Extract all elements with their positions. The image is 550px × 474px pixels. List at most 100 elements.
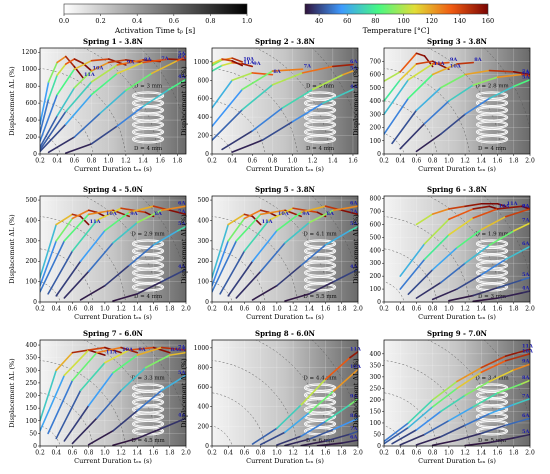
series-label: 4A: [178, 74, 185, 80]
y-tick-label: 1000: [194, 345, 209, 352]
y-tick-label: 1200: [22, 49, 37, 56]
temperature-colorbar-tick-label: 140: [454, 17, 466, 25]
series-6A: [316, 439, 358, 446]
series-segment: [464, 97, 491, 116]
series-segment: [431, 61, 450, 65]
activation-contour-line: [212, 248, 266, 302]
panel-title: Spring 9 - 7.0N: [427, 329, 488, 338]
y-axis-label: Displacement ΔL (%): [8, 66, 16, 136]
series-label: 10A: [122, 347, 133, 353]
series-label: 9A: [138, 347, 145, 353]
plot-frame: [383, 195, 531, 303]
series-segment: [324, 403, 351, 423]
x-tick-label: 1.8: [509, 306, 519, 313]
x-tick-label: 1.6: [321, 450, 331, 457]
series-segment: [415, 86, 442, 112]
y-tick-label: 400: [198, 404, 210, 411]
y-tick-label: 0: [33, 443, 37, 450]
series-segment: [40, 240, 66, 293]
series-label: 11A: [262, 219, 273, 225]
series-segment: [464, 412, 491, 427]
spring-coil-outline: [476, 135, 508, 143]
series-segment: [63, 349, 90, 377]
series-group: [40, 346, 186, 446]
x-tick-label: 0.8: [84, 306, 94, 313]
series-8A: [407, 208, 530, 296]
y-tick-label: 150: [370, 408, 382, 415]
x-tick-label: 1.0: [444, 450, 454, 457]
series-label: 7A: [522, 69, 529, 75]
spring-icon: D = 2.9 mm D = 4 mm: [131, 232, 165, 300]
series-segment: [439, 394, 466, 413]
series-segment: [235, 270, 262, 299]
y-tick-label: 0: [205, 443, 209, 450]
x-tick-label: 0.4: [227, 158, 237, 165]
y-tick-label: 800: [370, 196, 382, 203]
series-label: 6A: [522, 70, 529, 76]
series-label: 10A: [522, 348, 533, 354]
activation-colorbar-tick-label: 0.8: [205, 17, 215, 25]
plot-frame: [39, 47, 187, 155]
activation-contour-line: [139, 196, 186, 278]
series-segment: [512, 222, 530, 232]
x-tick-label: 1.0: [100, 306, 110, 313]
activation-contour-line: [384, 392, 438, 446]
series-label: 10A: [278, 211, 289, 217]
series-segment: [391, 429, 418, 445]
series-6A: [431, 245, 530, 301]
series-segment: [332, 205, 358, 212]
series-segment: [71, 213, 82, 218]
series-label: 10A: [350, 364, 361, 370]
series-11A: [415, 202, 507, 226]
series-segment: [340, 209, 358, 216]
series-5A: [251, 225, 358, 301]
diameter-top-label: D = 4.1 mm: [303, 232, 337, 238]
series-segment: [472, 392, 499, 408]
diameter-top-label: D = 1.9 mm: [475, 232, 509, 238]
activation-contour-line: [40, 100, 94, 154]
x-tick-label: 1.2: [288, 450, 298, 457]
series-label: 5A: [178, 51, 185, 57]
series-7A: [300, 430, 358, 446]
series-segment: [136, 389, 163, 412]
panel-title: Spring 4 - 5.0N: [83, 185, 144, 194]
series-segment: [439, 262, 466, 284]
series-segment: [431, 380, 458, 401]
series-segment: [384, 79, 410, 116]
temperature-colorbar-tick-label: 160: [482, 17, 494, 25]
x-axis-label: Current Duration tₒₙ (s): [74, 457, 152, 465]
series-segment: [423, 233, 450, 261]
series-group: [40, 55, 186, 154]
series-segment: [456, 274, 483, 290]
series-segment: [407, 73, 434, 100]
series-segment: [71, 349, 90, 354]
series-5A: [221, 70, 354, 151]
series-label: 9A: [522, 359, 529, 365]
series-segment: [87, 372, 114, 407]
y-tick-label: 600: [198, 96, 210, 103]
activation-contour-line: [483, 340, 530, 422]
activation-contour-line: [311, 196, 358, 278]
spring-icon: D = 4.4 mm D = 6 mm: [303, 376, 337, 444]
series-7A: [227, 205, 358, 297]
y-tick-label: 200: [26, 393, 38, 400]
y-tick-label: 400: [26, 217, 38, 224]
y-tick-label: 800: [198, 364, 210, 371]
spring-coil-outline: [304, 283, 336, 291]
y-tick-label: 300: [26, 367, 38, 374]
series-label: 8A: [171, 347, 178, 353]
series-segment: [284, 221, 311, 244]
diameter-bottom-label: D = 5 mm: [478, 438, 507, 444]
series-segment: [423, 419, 450, 436]
activation-contour-line: [311, 340, 358, 422]
series-segment: [456, 366, 483, 383]
activation-contour-line: [483, 196, 530, 278]
series-segment: [87, 242, 114, 273]
x-tick-label: 0.2: [379, 306, 389, 313]
series-segment: [415, 133, 442, 153]
series-label: 5A: [350, 66, 357, 72]
activation-contour-line: [311, 48, 358, 130]
y-tick-label: 1000: [22, 66, 37, 73]
panel-title: Spring 6 - 3.8N: [427, 185, 488, 194]
series-segment: [259, 242, 286, 273]
